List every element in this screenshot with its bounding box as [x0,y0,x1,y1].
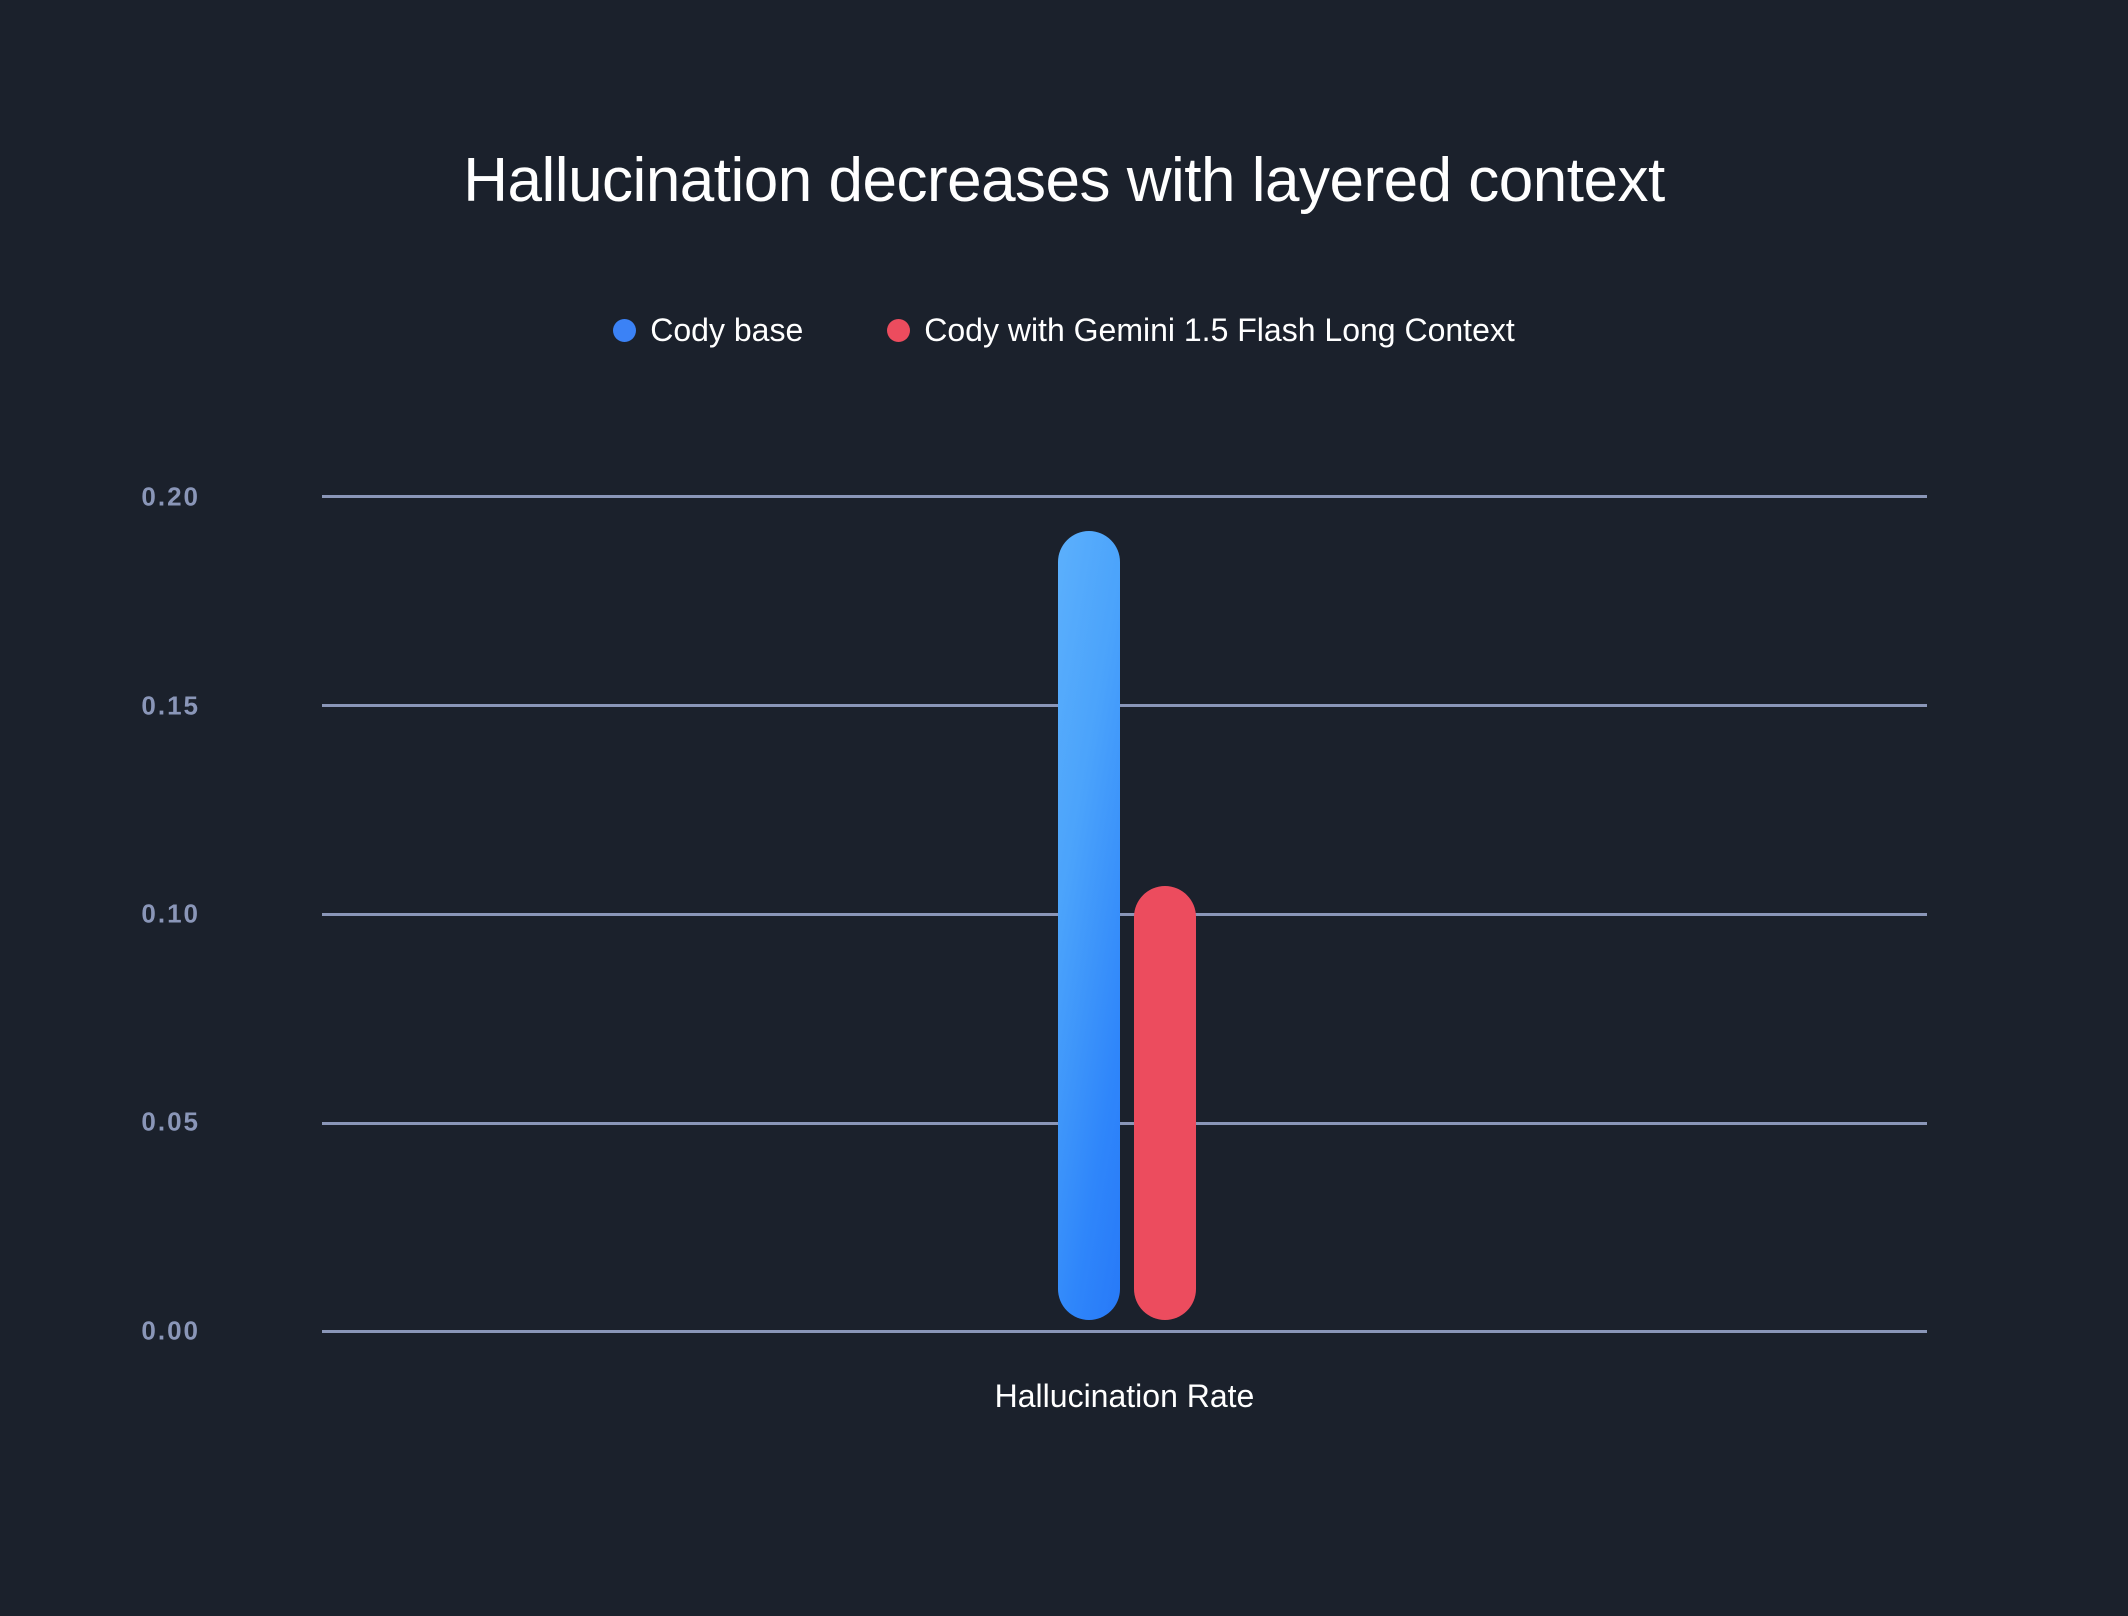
gridline-0-20 [322,495,1927,498]
gridline-0-05 [322,1122,1927,1125]
gridline-0-10 [322,913,1927,916]
bar-cody-base[interactable] [1058,530,1120,1320]
y-tick-label-0-05: 0.05 [141,1106,200,1137]
y-tick-label-0-10: 0.10 [141,898,200,929]
gridline-0-15 [322,704,1927,707]
y-tick-label-0-15: 0.15 [141,690,200,721]
y-tick-label-0-00: 0.00 [141,1315,200,1346]
chart-legend: Cody base Cody with Gemini 1.5 Flash Lon… [0,312,2128,349]
legend-label-cody-base: Cody base [650,312,804,348]
legend-label-cody-gemini: Cody with Gemini 1.5 Flash Long Context [924,312,1515,348]
page-title: Hallucination decreases with layered con… [463,146,1665,215]
legend-item-cody-base[interactable]: Cody base [613,312,803,349]
gridline-0-00 [322,1330,1927,1333]
plot-area [322,495,1927,1333]
bar-group [322,495,1927,1330]
legend-item-cody-gemini[interactable]: Cody with Gemini 1.5 Flash Long Context [887,312,1515,349]
bar-cody-gemini[interactable] [1134,885,1196,1320]
y-tick-label-0-20: 0.20 [141,481,200,512]
x-axis-label: Hallucination Rate [994,1378,1255,1414]
legend-dot-red-icon [887,319,911,342]
legend-dot-blue-icon [613,319,637,342]
